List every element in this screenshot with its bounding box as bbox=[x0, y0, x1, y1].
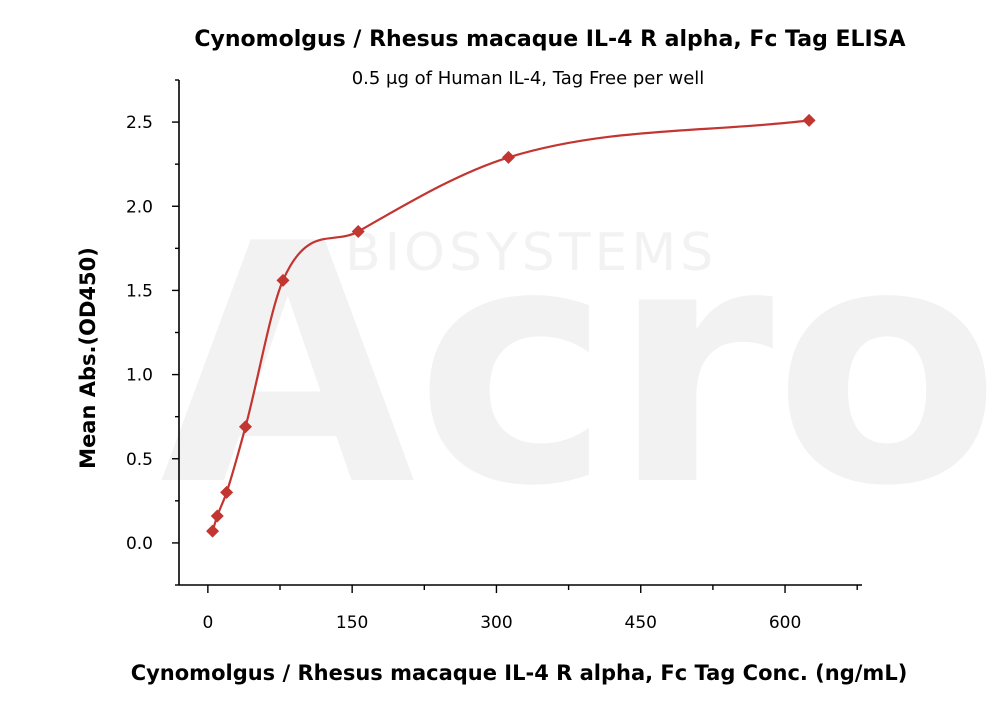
watermark: Acro BIOSYSTEMS bbox=[160, 174, 1000, 558]
chart-title: Cynomolgus / Rhesus macaque IL-4 R alpha… bbox=[194, 27, 905, 52]
watermark-text: BIOSYSTEMS bbox=[345, 223, 717, 283]
y-tick-label: 2.0 bbox=[126, 197, 153, 217]
y-tick-label: 0.5 bbox=[126, 450, 153, 470]
fit-curve bbox=[211, 119, 810, 532]
y-tick-label: 0.0 bbox=[126, 534, 153, 554]
y-tick-label: 1.0 bbox=[126, 366, 153, 386]
x-axis-label: Cynomolgus / Rhesus macaque IL-4 R alpha… bbox=[131, 661, 908, 685]
x-tick-label: 300 bbox=[480, 613, 512, 633]
y-tick-label: 2.5 bbox=[126, 113, 153, 133]
y-axis-label: Mean Abs.(OD450) bbox=[76, 247, 100, 469]
data-point bbox=[220, 485, 234, 499]
data-point bbox=[276, 273, 290, 287]
x-tick-label: 450 bbox=[625, 613, 657, 633]
watermark-logo: Acro bbox=[160, 174, 1000, 558]
data-point bbox=[501, 150, 515, 164]
data-points bbox=[206, 113, 816, 538]
x-tick-label: 600 bbox=[769, 613, 801, 633]
chart-subtitle: 0.5 μg of Human IL-4, Tag Free per well bbox=[352, 68, 705, 89]
data-point bbox=[210, 509, 224, 523]
x-ticks: 0 150 300 450 600 bbox=[202, 585, 858, 633]
y-tick-label: 1.5 bbox=[126, 281, 153, 301]
y-ticks: 0.0 0.5 1.0 1.5 2.0 2.5 bbox=[126, 79, 179, 586]
data-point bbox=[238, 420, 252, 434]
data-point bbox=[206, 524, 220, 538]
x-tick-label: 150 bbox=[336, 613, 368, 633]
x-tick-label: 0 bbox=[202, 613, 213, 633]
data-point bbox=[351, 225, 365, 238]
data-point bbox=[802, 113, 816, 127]
